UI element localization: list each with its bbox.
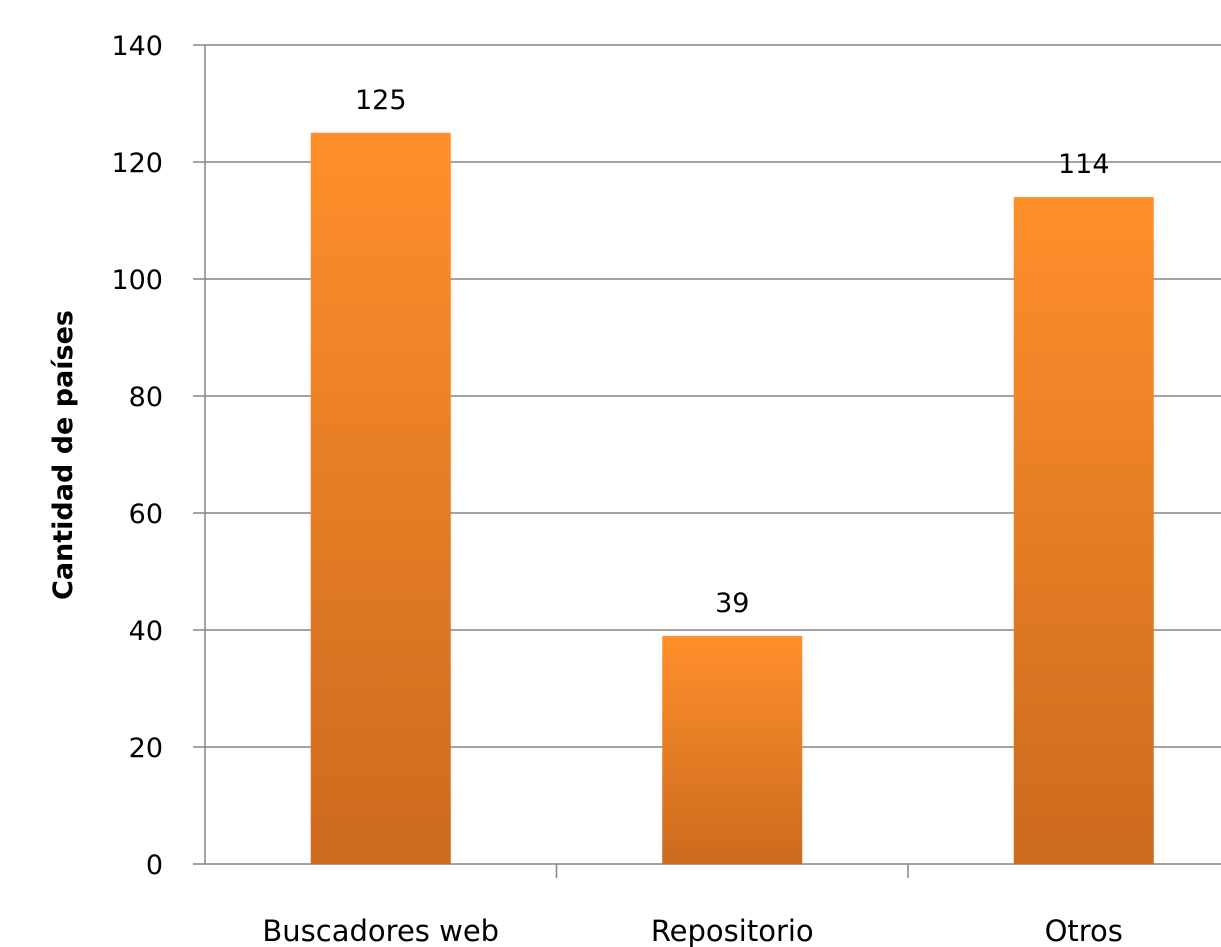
data-label: 39 bbox=[715, 588, 749, 619]
y-axis-ticks: 0 20 40 60 80 100 120 140 bbox=[111, 31, 205, 881]
y-tick-label: 100 bbox=[111, 265, 163, 296]
data-label: 125 bbox=[355, 85, 407, 116]
y-axis-title: Cantidad de países bbox=[48, 310, 79, 600]
bar bbox=[310, 132, 451, 864]
y-tick-label: 140 bbox=[111, 31, 163, 62]
y-tick-label: 80 bbox=[129, 382, 163, 413]
data-labels: 125 39 114 bbox=[355, 85, 1110, 619]
y-tick-label: 60 bbox=[129, 499, 163, 530]
category-label: Otros bbox=[1045, 914, 1123, 947]
category-label: Buscadores web bbox=[262, 914, 499, 947]
bar bbox=[1013, 197, 1154, 865]
category-labels: Buscadores web Repositorio Otros bbox=[262, 914, 1123, 947]
y-tick-label: 120 bbox=[111, 148, 163, 179]
y-tick-label: 20 bbox=[129, 733, 163, 764]
bar bbox=[662, 635, 803, 864]
data-label: 114 bbox=[1058, 149, 1110, 180]
bars bbox=[310, 132, 1154, 865]
category-label: Repositorio bbox=[651, 914, 814, 947]
y-tick-label: 0 bbox=[146, 850, 163, 881]
y-tick-label: 40 bbox=[129, 616, 163, 647]
